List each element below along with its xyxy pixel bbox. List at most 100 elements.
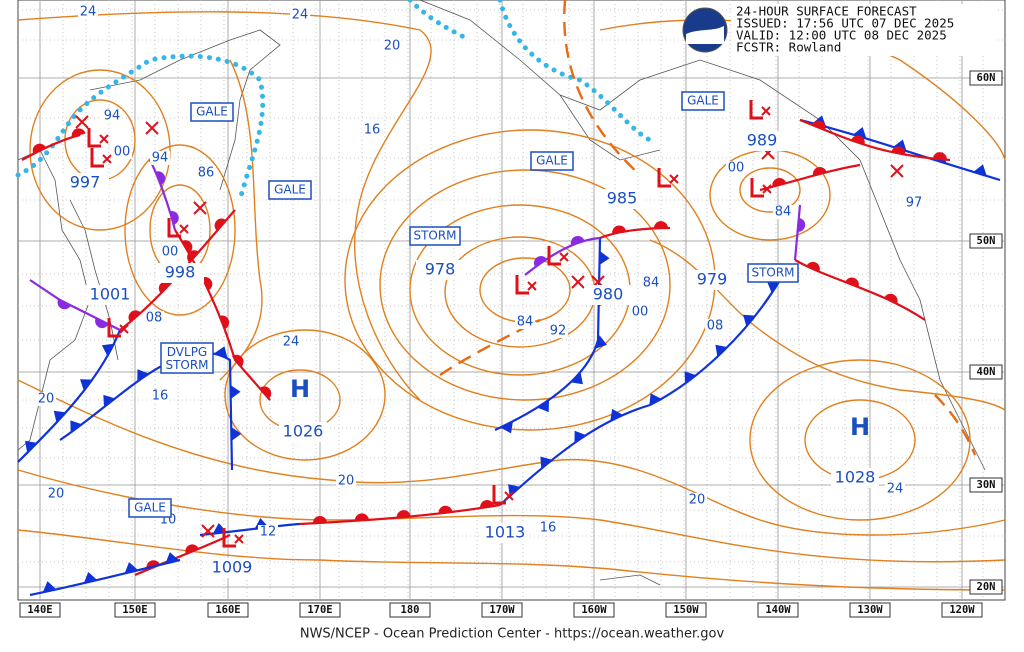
low-x (890, 164, 904, 178)
isobar-label: 94 (104, 109, 121, 124)
front (174, 229, 271, 401)
warning-box (409, 226, 461, 246)
noaa-logo (682, 7, 728, 53)
lon-label: 120W (949, 604, 975, 616)
front-symbol (812, 120, 826, 131)
lon-label-box (299, 602, 341, 618)
center-label-bg (688, 270, 736, 290)
front-symbol (570, 235, 585, 246)
pressure-label: 989 (747, 131, 778, 150)
isobar-label: 92 (550, 324, 567, 339)
isobar-label-bg (150, 151, 170, 165)
center-label-bg (61, 173, 109, 193)
front-symbol (772, 177, 787, 187)
front-symbol (743, 314, 756, 327)
pressure-label: 985 (607, 189, 638, 208)
front (21, 133, 81, 161)
isobar-label-bg (46, 487, 66, 501)
center-label-bg (279, 422, 327, 442)
lat-label-box (969, 364, 1003, 380)
front-symbol (103, 394, 116, 408)
isobar-label: 12 (260, 525, 277, 540)
isobar-label: 20 (338, 474, 355, 489)
lat-label-box (969, 579, 1003, 595)
front-symbol (500, 421, 513, 434)
center-label-bg (156, 263, 204, 283)
pressure-symbols (75, 100, 904, 548)
low-center (119, 324, 129, 334)
isobar-label: 20 (384, 39, 401, 54)
isobar-label-bg (78, 5, 98, 19)
front (149, 159, 177, 231)
front-symbol (610, 408, 623, 421)
lon-label-box (941, 602, 983, 618)
low-symbol (107, 318, 121, 338)
low-x (571, 275, 585, 289)
isobar-label: 24 (80, 5, 97, 20)
low-center (762, 184, 772, 194)
low-center (504, 491, 514, 501)
trough (439, 318, 541, 376)
front-symbol (932, 152, 947, 160)
ice-edge (15, 53, 266, 203)
isobar-label-bg (36, 392, 56, 406)
front-symbol (570, 372, 583, 385)
low-center (102, 154, 112, 164)
isobar-label-bg (548, 324, 568, 338)
high-label: H (290, 375, 310, 403)
front-symbol (396, 510, 411, 518)
lon-label: 170W (489, 604, 515, 616)
lon-label: 150W (673, 604, 699, 616)
low-center (234, 534, 244, 544)
lon-label: 160E (215, 604, 240, 616)
warning-label: GALE (274, 183, 306, 197)
low-symbol (167, 218, 181, 238)
isobar-label-bg (336, 474, 356, 488)
low-center (179, 224, 189, 234)
isobar-label: 08 (707, 319, 724, 334)
front-symbol (70, 420, 82, 433)
front-symbol (214, 346, 228, 359)
lon-label-box (573, 602, 615, 618)
low-symbol (750, 178, 764, 198)
isobar-label: 20 (48, 487, 65, 502)
low-center (527, 281, 537, 291)
isobar-label-bg (630, 305, 650, 319)
pressure-label: 998 (165, 263, 196, 282)
isobar-label-bg (773, 205, 793, 219)
front-symbol (649, 393, 662, 406)
front-symbol (71, 128, 86, 138)
warning-label: GALE (196, 105, 228, 119)
isobar-label-bg (144, 311, 164, 325)
lat-label: 20N (977, 581, 996, 593)
isobar-label: 16 (152, 389, 169, 404)
lon-label-box (389, 602, 431, 618)
isobar-label: 97 (906, 196, 923, 211)
front-symbol (806, 261, 820, 272)
front-symbol (95, 317, 109, 328)
warning-box (190, 102, 234, 122)
pressure-label: 997 (70, 173, 101, 192)
front-symbol (574, 430, 587, 443)
front-symbol (185, 544, 199, 555)
header-forecaster: FCSTR: Rowland (736, 40, 841, 55)
lon-label: 130W (857, 604, 883, 616)
pressure-label: 980 (593, 285, 624, 304)
front-symbol (884, 293, 898, 304)
center-label-bg (584, 285, 632, 305)
lon-label: 170E (307, 604, 332, 616)
lon-label: 140E (27, 604, 52, 616)
low-symbol (547, 246, 561, 266)
front-symbol (312, 515, 327, 524)
front-symbol (797, 217, 806, 232)
pressure-label: 979 (697, 270, 728, 289)
warning-label: STORM (413, 229, 456, 243)
front (59, 351, 234, 471)
isobar-label-bg (538, 521, 558, 535)
front-symbol (537, 399, 550, 413)
front-symbol (57, 299, 71, 310)
pressure-label: 1028 (835, 468, 876, 487)
low-x (75, 115, 89, 129)
isobar-label-bg (258, 525, 278, 539)
